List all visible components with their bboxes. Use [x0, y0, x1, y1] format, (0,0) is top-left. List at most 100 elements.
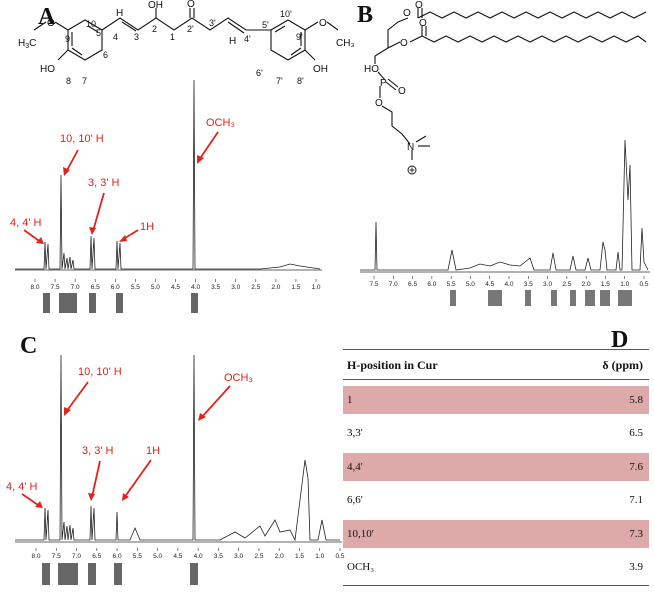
- atom-b-o5: O: [398, 86, 406, 97]
- spectrum-a-tick-label: 8.0: [30, 284, 39, 291]
- table-top-rule: [343, 349, 649, 350]
- header-delta: δ (ppm): [602, 358, 643, 372]
- spectrum-c-integrals: [42, 563, 198, 585]
- row-ppm: 3.9: [629, 561, 643, 574]
- num-3p: 3': [209, 18, 216, 28]
- annot-a-1010h: 10, 10' H: [60, 133, 104, 145]
- curcumin-structure: [33, 8, 339, 61]
- num-4: 4: [113, 32, 118, 42]
- num-8p: 8': [297, 76, 304, 86]
- spectrum-c-trace: [15, 354, 340, 542]
- spectrum-a-tick-label: 7.5: [51, 284, 60, 291]
- spectrum-c-tick-label: 3.0: [234, 553, 243, 560]
- spectrum-c-tick-label: 1.5: [295, 553, 304, 560]
- num-1: 1: [170, 32, 175, 42]
- table-row: 10,10' 7.3: [343, 520, 649, 548]
- atom-o-keto: O: [187, 0, 195, 10]
- spectrum-a-trace: [15, 79, 321, 270]
- num-9: 9: [65, 34, 70, 44]
- table-row: 1 5.8: [343, 386, 649, 414]
- spectrum-c-tick-label: 4.0: [194, 553, 203, 560]
- row-ppm: 7.1: [629, 494, 643, 507]
- spectrum-a-tick-label: 6.5: [91, 284, 100, 291]
- atom-b-ho: HO: [364, 64, 379, 75]
- lipid-structure: [374, 8, 647, 160]
- num-3: 3: [134, 32, 139, 42]
- atom-o-right: O: [319, 18, 327, 29]
- atom-b-o4: O: [419, 18, 427, 29]
- annot-a-44h: 4, 4' H: [10, 217, 42, 229]
- spectrum-a-tick-label: 5.0: [151, 284, 160, 291]
- spectrum-c-tick-label: 4.5: [173, 553, 182, 560]
- spectrum-c-ticks: 8.0 7.5 7.0 6.5 6.0 5.5 5.0 4.5 4.0 3.5 3.0 2.5 2.0 1…: [31, 548, 345, 560]
- atom-ho: HO: [40, 64, 55, 75]
- annot-c-1h: 1H: [146, 445, 160, 457]
- table-header: H-position in Cur δ (ppm): [343, 354, 649, 380]
- spectrum-c: [15, 354, 342, 543]
- table-row: 3,3' 6.5: [343, 420, 649, 448]
- spectrum-a-tick-label: 3.5: [211, 284, 220, 291]
- row-ppm: 6.5: [629, 427, 643, 440]
- atom-b-n: N: [407, 142, 414, 153]
- spectrum-a-tick-label: 2.5: [251, 284, 260, 291]
- spectrum-a-tick-label: 2.0: [271, 284, 280, 291]
- spectrum-a-tick-label: 5.5: [131, 284, 140, 291]
- spectrum-c-tick-label: 5.0: [153, 553, 162, 560]
- annot-c-33h: 3, 3' H: [82, 445, 114, 457]
- num-10p: 10': [280, 9, 292, 19]
- num-6p: 6': [256, 68, 263, 78]
- num-10: 10: [86, 19, 96, 29]
- spectrum-a-tick-label: 1.5: [291, 284, 300, 291]
- row-pos: 10,10': [347, 527, 374, 540]
- annot-a-och3: OCH₃: [206, 117, 235, 129]
- spectrum-c-tick-label: 1.0: [315, 553, 324, 560]
- plus-charge-icon: [407, 165, 417, 175]
- panel-label-b: B: [357, 2, 374, 28]
- panel-label-c: C: [20, 333, 38, 359]
- atom-b-o6: O: [375, 98, 383, 109]
- spectrum-b-tick-label: 4.5: [485, 281, 494, 288]
- spectrum-b-tick-label: 1.0: [620, 281, 629, 288]
- spectrum-c-tick-label: 8.0: [31, 553, 40, 560]
- spectrum-b-tick-label: 3.5: [524, 281, 533, 288]
- num-7p: 7': [276, 76, 283, 86]
- spectrum-b-tick-label: 6.5: [408, 281, 417, 288]
- spectrum-b-tick-label: 4.0: [504, 281, 513, 288]
- table-row: 6,6' 7.1: [343, 487, 649, 515]
- atom-oh-right: OH: [313, 64, 328, 75]
- spectrum-b-tick-label: 7.0: [389, 281, 398, 288]
- panel-label-a: A: [38, 4, 56, 30]
- spectrum-a-tick-label: 7.0: [71, 284, 80, 291]
- spectrum-a-tick-label: 6.0: [111, 284, 120, 291]
- spectrum-a-integrals: [43, 293, 198, 313]
- atom-oh-chain: OH: [148, 0, 163, 11]
- atom-b-p: P: [380, 78, 387, 89]
- spectrum-b-tick-label: 3.0: [543, 281, 552, 288]
- spectrum-b-tick-label: 7.5: [369, 281, 378, 288]
- row-ppm: 5.8: [629, 393, 643, 406]
- row-pos: 6,6': [347, 494, 363, 507]
- spectrum-b-integrals: [450, 290, 632, 306]
- num-5: 5: [96, 28, 101, 38]
- annot-a-1h: 1H: [140, 221, 154, 233]
- atom-h-left: H: [116, 8, 123, 19]
- row-ppm: 7.3: [629, 527, 643, 540]
- num-2p: 2': [187, 24, 194, 34]
- spectrum-a-tick-label: 1.0: [311, 284, 320, 291]
- group-ch3-right: CH₃: [336, 38, 355, 49]
- annot-c-44h: 4, 4' H: [6, 481, 38, 493]
- spectrum-b-tick-label: 2.5: [562, 281, 571, 288]
- spectrum-b-trace: [360, 139, 649, 271]
- spectrum-b-tick-label: 6.0: [427, 281, 436, 288]
- atom-b-o1: O: [403, 8, 411, 19]
- table-bottom-rule: [343, 585, 649, 586]
- spectrum-c-tick-label: 2.5: [254, 553, 263, 560]
- spectrum-c-tick-label: 2.0: [275, 553, 284, 560]
- spectrum-c-annotations: 4, 4' H 10, 10' H 3, 3' H 1H OCH₃: [6, 366, 253, 508]
- atom-b-o2: O: [415, 0, 423, 11]
- row-pos: 4,4': [347, 460, 363, 473]
- chemical-shift-table: H-position in Cur δ (ppm) 1 5.8 3,3' 6.5…: [343, 349, 649, 586]
- num-5p: 5': [262, 20, 269, 30]
- num-8: 8: [66, 76, 71, 86]
